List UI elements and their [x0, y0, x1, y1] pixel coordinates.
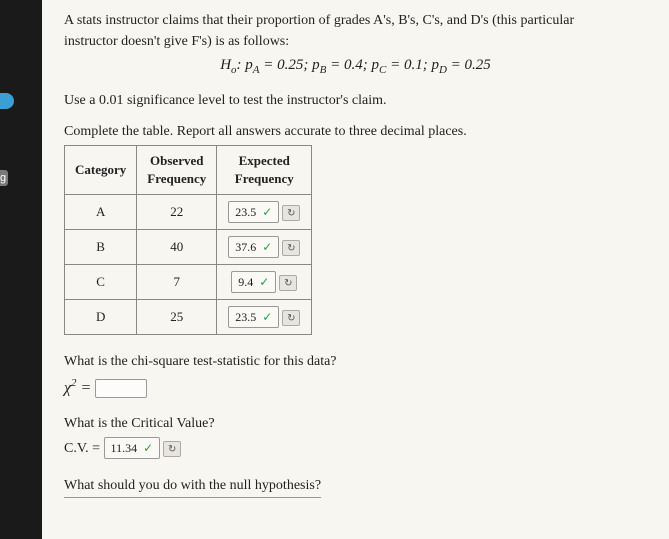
page-area: A stats instructor claims that their pro…	[42, 0, 669, 539]
th-expected-l2: Frequency	[235, 171, 294, 186]
answer-box[interactable]: 9.4 ✓	[231, 271, 276, 293]
cell-exp: 9.4 ✓↻	[217, 264, 312, 299]
cv-label: C.V. =	[64, 441, 104, 456]
check-icon: ✓	[262, 310, 272, 324]
complete-table-line: Complete the table. Report all answers a…	[64, 123, 647, 142]
cell-cat: C	[65, 264, 137, 299]
cell-exp: 23.5 ✓↻	[217, 300, 312, 335]
cv-value: 11.34	[111, 441, 138, 455]
table-header-row: Category Observed Frequency Expected Fre…	[65, 146, 312, 194]
retry-icon[interactable]: ↻	[282, 205, 300, 221]
significance-line: Use a 0.01 significance level to test th…	[64, 92, 647, 111]
check-icon: ✓	[259, 275, 269, 289]
th-expected-l1: Expected	[239, 153, 290, 168]
cell-exp: 37.6 ✓↻	[217, 229, 312, 264]
chi-symbol: χ	[64, 379, 71, 396]
pB-val: = 0.4; p	[326, 57, 379, 73]
critical-value-question: What is the Critical Value?	[64, 415, 647, 434]
hyp-H: H	[220, 57, 231, 73]
answer-value: 37.6	[235, 240, 256, 254]
pD-sub: D	[439, 64, 447, 76]
chi-square-input[interactable]	[95, 379, 147, 398]
chi-square-equation: χ2 =	[64, 376, 647, 399]
retry-icon[interactable]: ↻	[279, 275, 297, 291]
table-row: D 25 23.5 ✓↻	[65, 300, 312, 335]
null-hypothesis-question: What should you do with the null hypothe…	[64, 477, 647, 498]
table-row: C 7 9.4 ✓↻	[65, 264, 312, 299]
cv-answer-box[interactable]: 11.34 ✓	[104, 437, 161, 459]
cell-exp: 23.5 ✓↻	[217, 194, 312, 229]
retry-icon[interactable]: ↻	[282, 310, 300, 326]
answer-box[interactable]: 23.5 ✓	[228, 306, 279, 328]
th-observed-l1: Observed	[150, 153, 203, 168]
check-icon: ✓	[262, 205, 272, 219]
cell-obs: 25	[137, 300, 217, 335]
chi-equals: =	[77, 379, 96, 396]
frequency-table: Category Observed Frequency Expected Fre…	[64, 145, 312, 335]
th-observed-l2: Frequency	[147, 171, 206, 186]
table-row: A 22 23.5 ✓↻	[65, 194, 312, 229]
hyp-colon-p: : p	[237, 57, 253, 73]
answer-value: 9.4	[238, 275, 253, 289]
grey-tag: g	[0, 170, 8, 186]
cell-cat: D	[65, 300, 137, 335]
intro-text-line1: A stats instructor claims that their pro…	[64, 12, 647, 31]
pD-val: = 0.25	[447, 57, 491, 73]
null-q-text: What should you do with the null hypothe…	[64, 477, 321, 498]
pC-val: = 0.1; p	[386, 57, 439, 73]
cell-cat: A	[65, 194, 137, 229]
check-icon: ✓	[143, 441, 153, 455]
dark-left-strip	[0, 0, 42, 539]
hypothesis-line: Ho: pA = 0.25; pB = 0.4; pC = 0.1; pD = …	[64, 55, 647, 78]
pA-sub: A	[253, 64, 260, 76]
answer-box[interactable]: 23.5 ✓	[228, 201, 279, 223]
cell-obs: 40	[137, 229, 217, 264]
cell-cat: B	[65, 229, 137, 264]
retry-icon[interactable]: ↻	[282, 240, 300, 256]
th-observed: Observed Frequency	[137, 146, 217, 194]
chi-square-question: What is the chi-square test-statistic fo…	[64, 353, 647, 372]
th-expected: Expected Frequency	[217, 146, 312, 194]
table-row: B 40 37.6 ✓↻	[65, 229, 312, 264]
retry-icon[interactable]: ↻	[163, 441, 181, 457]
check-icon: ✓	[262, 240, 272, 254]
pA-val: = 0.25; p	[260, 57, 320, 73]
cell-obs: 22	[137, 194, 217, 229]
answer-value: 23.5	[235, 205, 256, 219]
answer-box[interactable]: 37.6 ✓	[228, 236, 279, 258]
critical-value-line: C.V. = 11.34 ✓↻	[64, 437, 647, 459]
answer-value: 23.5	[235, 310, 256, 324]
intro-text-line2: instructor doesn't give F's) is as follo…	[64, 33, 647, 52]
cell-obs: 7	[137, 264, 217, 299]
th-category: Category	[65, 146, 137, 194]
